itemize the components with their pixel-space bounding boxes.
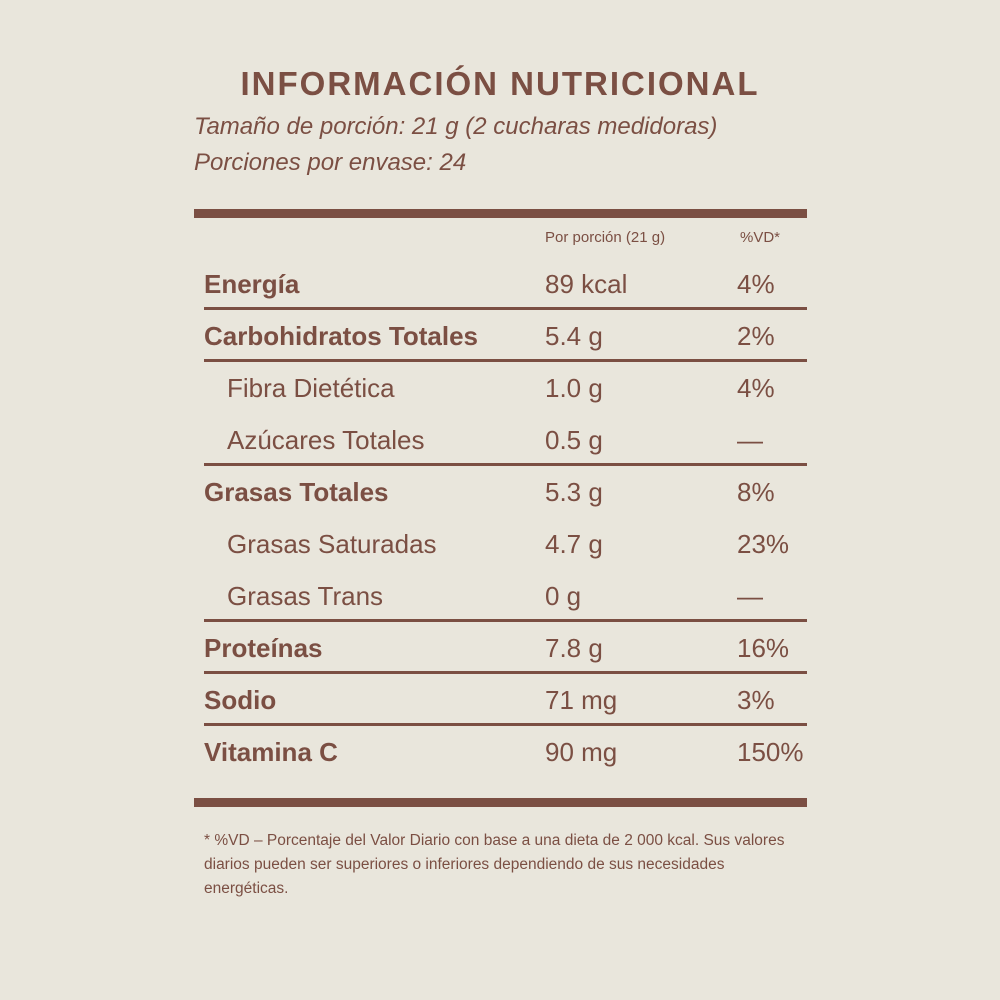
table-row: Grasas Totales 5.3 g 8% — [194, 466, 807, 518]
nutrient-amount: 90 mg — [545, 737, 618, 767]
nutrient-name: Energía — [204, 269, 300, 299]
nutrient-daily-value: 4% — [737, 269, 775, 299]
top-divider — [194, 209, 807, 218]
table-row: Proteínas 7.8 g 16% — [194, 622, 807, 674]
table-row: Azúcares Totales 0.5 g — — [194, 414, 807, 466]
column-header-per-serving: Por porción (21 g) — [545, 229, 666, 246]
table-row: Energía 89 kcal 4% — [194, 258, 807, 310]
nutrient-amount: 5.4 g — [545, 321, 603, 351]
nutrient-daily-value: 8% — [737, 477, 775, 507]
nutrient-name: Fibra Dietética — [227, 373, 395, 403]
nutrient-name: Grasas Trans — [227, 581, 384, 611]
table-row: Vitamina C 90 mg 150% — [194, 726, 807, 778]
page-title: INFORMACIÓN NUTRICIONAL — [240, 65, 760, 102]
nutrient-amount: 0 g — [545, 581, 582, 611]
footnote: * %VD – Porcentaje del Valor Diario con … — [204, 832, 785, 897]
nutrient-daily-value: 16% — [737, 633, 790, 663]
nutrition-table: Energía 89 kcal 4% Carbohidratos Totales… — [194, 258, 807, 778]
nutrient-amount: 4.7 g — [545, 529, 603, 559]
table-row: Grasas Saturadas 4.7 g 23% — [194, 518, 807, 570]
nutrient-amount: 5.3 g — [545, 477, 603, 507]
nutrient-amount: 7.8 g — [545, 633, 603, 663]
nutrient-amount: 1.0 g — [545, 373, 603, 403]
nutrient-name: Sodio — [204, 685, 277, 715]
table-row: Sodio 71 mg 3% — [194, 674, 807, 726]
nutrient-name: Grasas Totales — [204, 477, 389, 507]
nutrient-daily-value: 150% — [737, 737, 804, 767]
nutrient-amount: 89 kcal — [545, 269, 628, 299]
nutrient-name: Grasas Saturadas — [227, 529, 437, 559]
nutrient-daily-value: 4% — [737, 373, 775, 403]
nutrient-name: Carbohidratos Totales — [204, 321, 479, 351]
nutrient-daily-value: 3% — [737, 685, 775, 715]
nutrient-amount: 0.5 g — [545, 425, 603, 455]
servings-per-container: Porciones por envase: 24 — [194, 149, 467, 176]
nutrient-name: Vitamina C — [204, 737, 338, 767]
table-row: Grasas Trans 0 g — — [194, 570, 807, 622]
nutrient-name: Azúcares Totales — [227, 425, 425, 455]
table-row: Fibra Dietética 1.0 g 4% — [194, 362, 807, 414]
serving-size: Tamaño de porción: 21 g (2 cucharas medi… — [194, 113, 718, 140]
bottom-divider — [194, 798, 807, 807]
nutrient-daily-value: 2% — [737, 321, 775, 351]
nutrient-daily-value: — — [737, 425, 763, 455]
table-row: Carbohidratos Totales 5.4 g 2% — [194, 310, 807, 362]
nutrient-name: Proteínas — [204, 633, 323, 663]
nutrient-amount: 71 mg — [545, 685, 618, 715]
nutrient-daily-value: 23% — [737, 529, 790, 559]
column-header-daily-value: %VD* — [740, 229, 781, 246]
nutrient-daily-value: — — [737, 581, 763, 611]
